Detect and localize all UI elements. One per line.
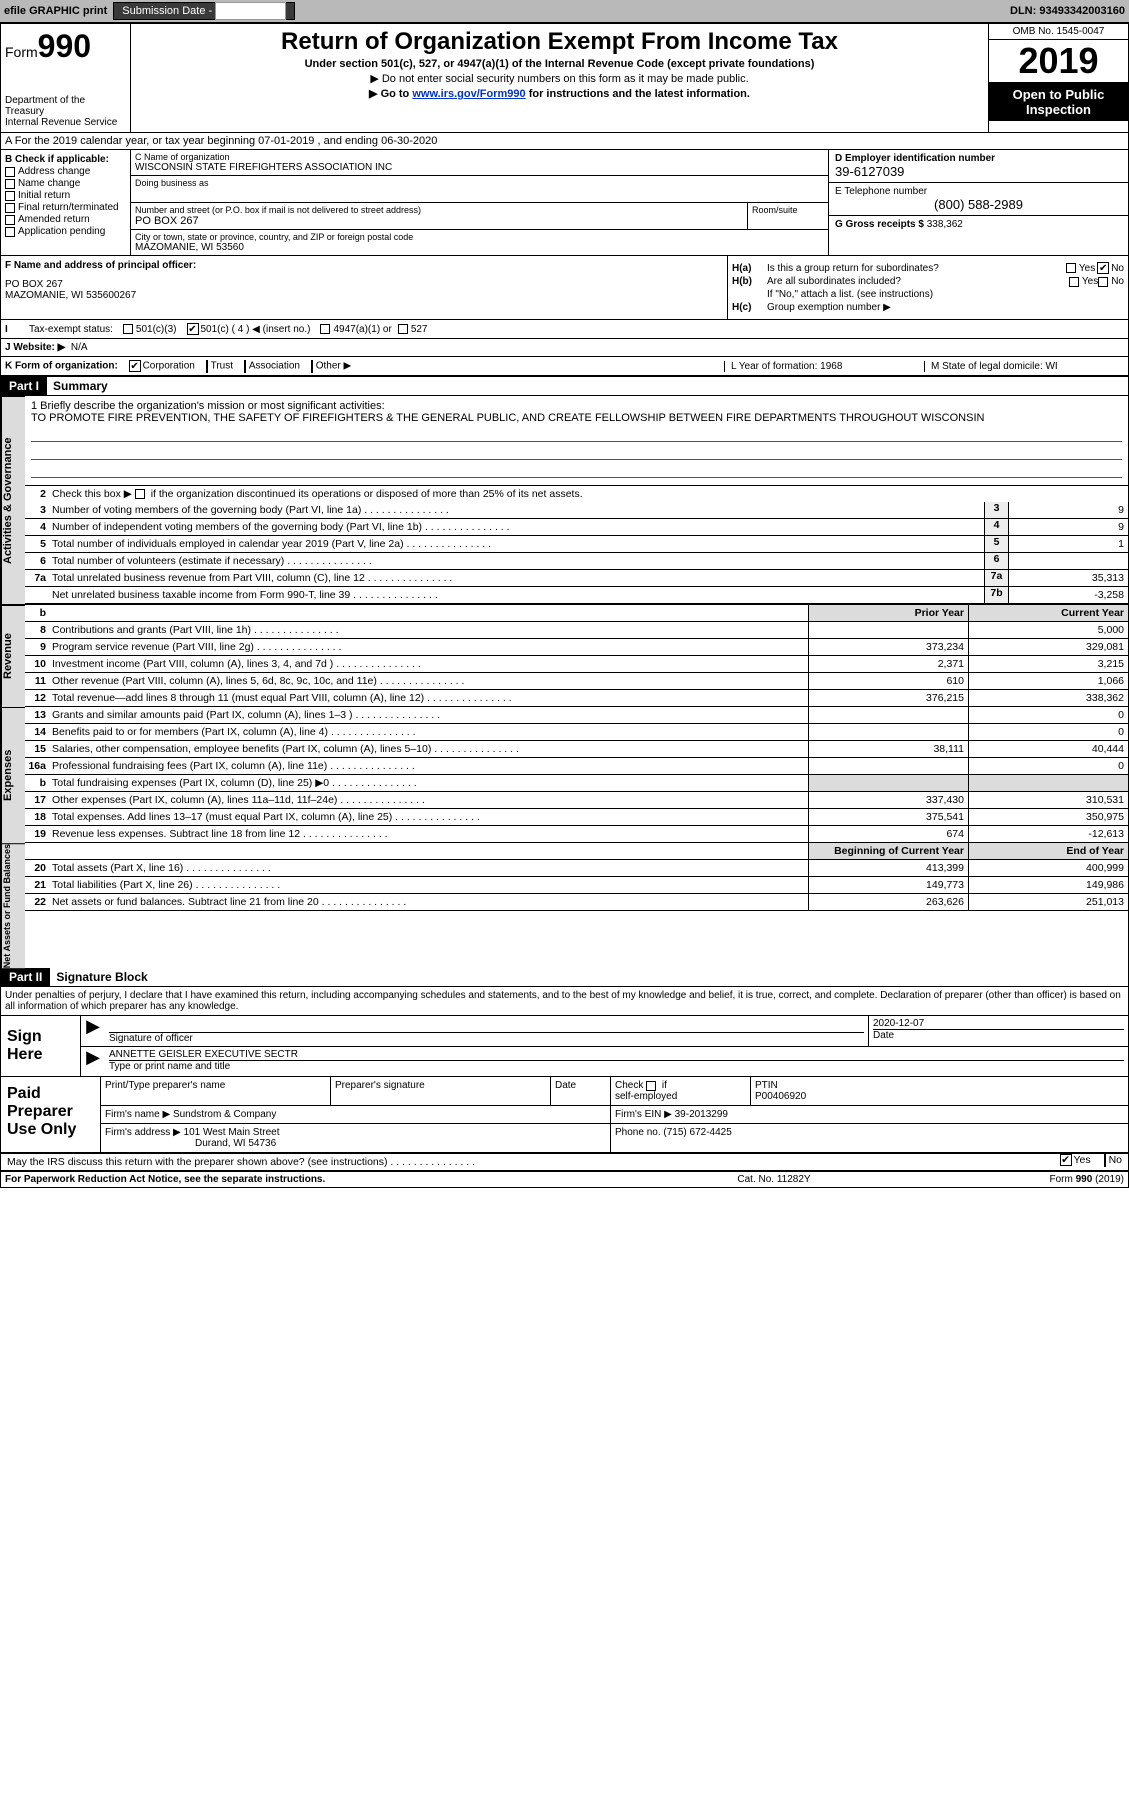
part2-header: Part IISignature Block [1,968,1128,987]
row-i-tax-status: I Tax-exempt status: 501(c)(3) ✔501(c) (… [1,320,1128,339]
hb-yes-checkbox[interactable] [1069,277,1079,287]
checkbox[interactable] [5,215,15,225]
firm-phone: (715) 672-4425 [663,1127,731,1138]
form-title: Return of Organization Exempt From Incom… [135,28,984,56]
col-b: B Check if applicable: Address changeNam… [1,150,131,255]
mission: 1 Briefly describe the organization's mi… [25,396,1128,486]
section-governance: Activities & Governance 1 Briefly descri… [1,396,1128,604]
org-name: WISCONSIN STATE FIREFIGHTERS ASSOCIATION… [135,162,824,173]
4947-checkbox[interactable] [320,324,330,334]
mission-text: TO PROMOTE FIRE PREVENTION, THE SAFETY O… [31,412,1122,424]
checkbox[interactable] [5,191,15,201]
header-right: OMB No. 1545-0047 2019 Open to Public In… [988,24,1128,132]
501c-checkbox[interactable]: ✔ [187,323,199,335]
col-c: C Name of organization WISCONSIN STATE F… [131,150,828,255]
header-center: Return of Organization Exempt From Incom… [131,24,988,132]
self-employed-checkbox[interactable] [646,1081,656,1091]
ein: 39-6127039 [835,164,1122,179]
phone: (800) 588-2989 [835,197,1122,212]
gross-receipts: 338,362 [927,219,963,230]
tax-year: 2019 [989,40,1128,83]
form-number: Form990 [5,28,126,65]
col-h: H(a)Is this a group return for subordina… [728,256,1128,319]
paid-preparer-block: Paid Preparer Use Only Print/Type prepar… [1,1077,1128,1154]
footer: For Paperwork Reduction Act Notice, see … [1,1172,1128,1187]
open-to-public: Open to Public Inspection [989,83,1128,121]
form-container: Form990 Department of the Treasury Inter… [0,23,1129,1188]
dln: DLN: 93493342003160 [1010,5,1125,17]
row-k: K Form of organization: ✔Corporation Tru… [1,357,1128,377]
omb: OMB No. 1545-0047 [989,24,1128,40]
org-address: PO BOX 267 [135,215,743,227]
org-info-grid: B Check if applicable: Address changeNam… [1,150,1128,256]
part1-header: Part ISummary [1,377,1128,396]
section-netassets: Net Assets or Fund Balances Beginning of… [1,843,1128,968]
firm-ein: 39-2013299 [675,1109,728,1120]
dept: Department of the Treasury Internal Reve… [5,95,126,128]
assoc-checkbox[interactable] [244,360,246,373]
other-checkbox[interactable] [311,360,313,373]
discuss-no-checkbox[interactable] [1104,1153,1106,1167]
signature-declaration: Under penalties of perjury, I declare th… [1,987,1128,1016]
col-f: F Name and address of principal officer:… [1,256,728,319]
ptin: P00406920 [755,1091,806,1102]
header-left: Form990 Department of the Treasury Inter… [1,24,131,132]
trust-checkbox[interactable] [206,360,208,373]
row-a: A For the 2019 calendar year, or tax yea… [1,133,1128,150]
firm-name: Sundstrom & Company [173,1109,276,1120]
subtitle-3: ▶ Go to www.irs.gov/Form990 for instruct… [135,87,984,100]
submission-date-button[interactable]: Submission Date - 2020-12-07 [113,2,294,20]
ha-no-checkbox[interactable]: ✔ [1097,262,1109,274]
527-checkbox[interactable] [398,324,408,334]
discuss-yes-checkbox[interactable]: ✔ [1060,1154,1072,1166]
sign-date: 2020-12-07 [873,1018,1124,1029]
efile-label: efile GRAPHIC print [4,5,107,17]
ha-yes-checkbox[interactable] [1066,263,1076,273]
irs-link[interactable]: www.irs.gov/Form990 [412,88,525,100]
checkbox[interactable] [5,179,15,189]
topbar: efile GRAPHIC print Submission Date - 20… [0,0,1129,23]
subtitle-1: Under section 501(c), 527, or 4947(a)(1)… [135,58,984,70]
subtitle-2: ▶ Do not enter social security numbers o… [135,72,984,85]
checkbox[interactable] [5,227,15,237]
hb-no-checkbox[interactable] [1098,277,1108,287]
state-domicile: M State of legal domicile: WI [924,361,1124,372]
section-revenue: Revenue b Prior Year Current Year 8Contr… [1,604,1128,707]
sign-here-block: Sign Here ▶ Signature of officer 2020-12… [1,1016,1128,1077]
arrow-icon: ▶ [81,1016,105,1046]
checkbox[interactable] [5,167,15,177]
header: Form990 Department of the Treasury Inter… [1,24,1128,133]
501c3-checkbox[interactable] [123,324,133,334]
line2-checkbox[interactable] [135,489,145,499]
officer-name: ANNETTE GEISLER EXECUTIVE SECTR [109,1049,1124,1060]
checkbox[interactable] [5,203,15,213]
section-expenses: Expenses 13Grants and similar amounts pa… [1,707,1128,843]
col-d: D Employer identification number 39-6127… [828,150,1128,255]
row-fh: F Name and address of principal officer:… [1,256,1128,320]
year-formation: L Year of formation: 1968 [724,361,924,372]
corp-checkbox[interactable]: ✔ [129,360,141,372]
org-city: MAZOMANIE, WI 53560 [135,242,824,253]
row-j-website: J Website: ▶ N/A [1,339,1128,357]
arrow-icon: ▶ [81,1047,105,1074]
